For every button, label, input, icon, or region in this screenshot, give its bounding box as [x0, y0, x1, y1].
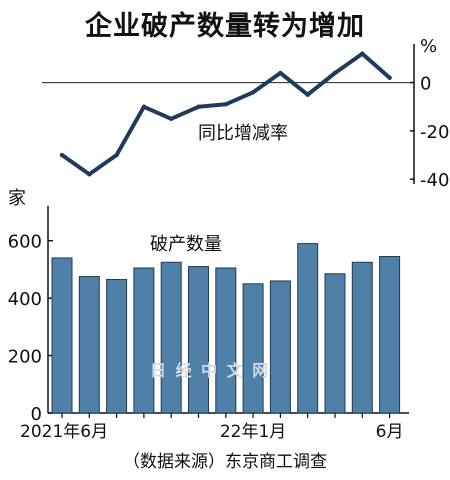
- watermark: 日 经 中 文 网: [150, 361, 271, 380]
- line-point: [114, 152, 119, 158]
- line-point: [141, 104, 147, 109]
- line-y-unit: %: [420, 36, 437, 57]
- bar: [379, 256, 401, 414]
- line-point: [169, 116, 174, 122]
- line-point: [59, 152, 65, 158]
- source-note: （数据来源）东京商工调查: [123, 452, 327, 472]
- line-point: [196, 104, 201, 109]
- line-point: [250, 90, 256, 95]
- line-point: [87, 172, 92, 177]
- bar: [269, 280, 291, 414]
- line-point: [305, 92, 310, 97]
- line-y-tick-label: 0: [420, 74, 431, 95]
- bar: [133, 267, 155, 414]
- bar-chart: 0 200 400 600 家 2021年6月 22年1月 6月 破产数量: [8, 188, 409, 442]
- bar: [351, 261, 373, 414]
- line-chart: 0 -20 -40% 同比增减率: [42, 36, 449, 191]
- bar: [215, 267, 237, 414]
- chart-title: 企业破产数量转为增加: [85, 11, 365, 42]
- bar: [106, 278, 128, 414]
- bar-y-unit: 家: [8, 188, 26, 209]
- bar-y-tick-label: 400: [8, 289, 42, 310]
- bar: [188, 266, 209, 414]
- bar: [297, 243, 319, 414]
- line-series: [60, 51, 392, 177]
- bar: [324, 273, 346, 414]
- bar-series-label: 破产数量: [150, 234, 222, 255]
- bar: [242, 283, 264, 414]
- bar-x-tick-label: 6月: [376, 422, 404, 442]
- line-y-tick-label: -20: [420, 122, 449, 143]
- bar-x-tick-label: 2021年6月: [20, 422, 108, 442]
- line-point: [223, 102, 228, 107]
- bar: [78, 276, 100, 414]
- line-point: [387, 75, 392, 80]
- line-series-label: 同比增减率: [198, 123, 288, 144]
- bar-x-tick-label: 22年1月: [220, 422, 286, 442]
- bar-y-tick-label: 0: [31, 404, 42, 425]
- bar-y-tick-label: 600: [8, 232, 42, 253]
- bar: [160, 261, 182, 414]
- line-point: [332, 70, 338, 76]
- bar: [51, 257, 73, 414]
- bar-y-tick-label: 200: [8, 347, 42, 368]
- line-y-tick-label: -40: [420, 170, 449, 191]
- line-point: [278, 70, 283, 76]
- line-point: [360, 51, 365, 56]
